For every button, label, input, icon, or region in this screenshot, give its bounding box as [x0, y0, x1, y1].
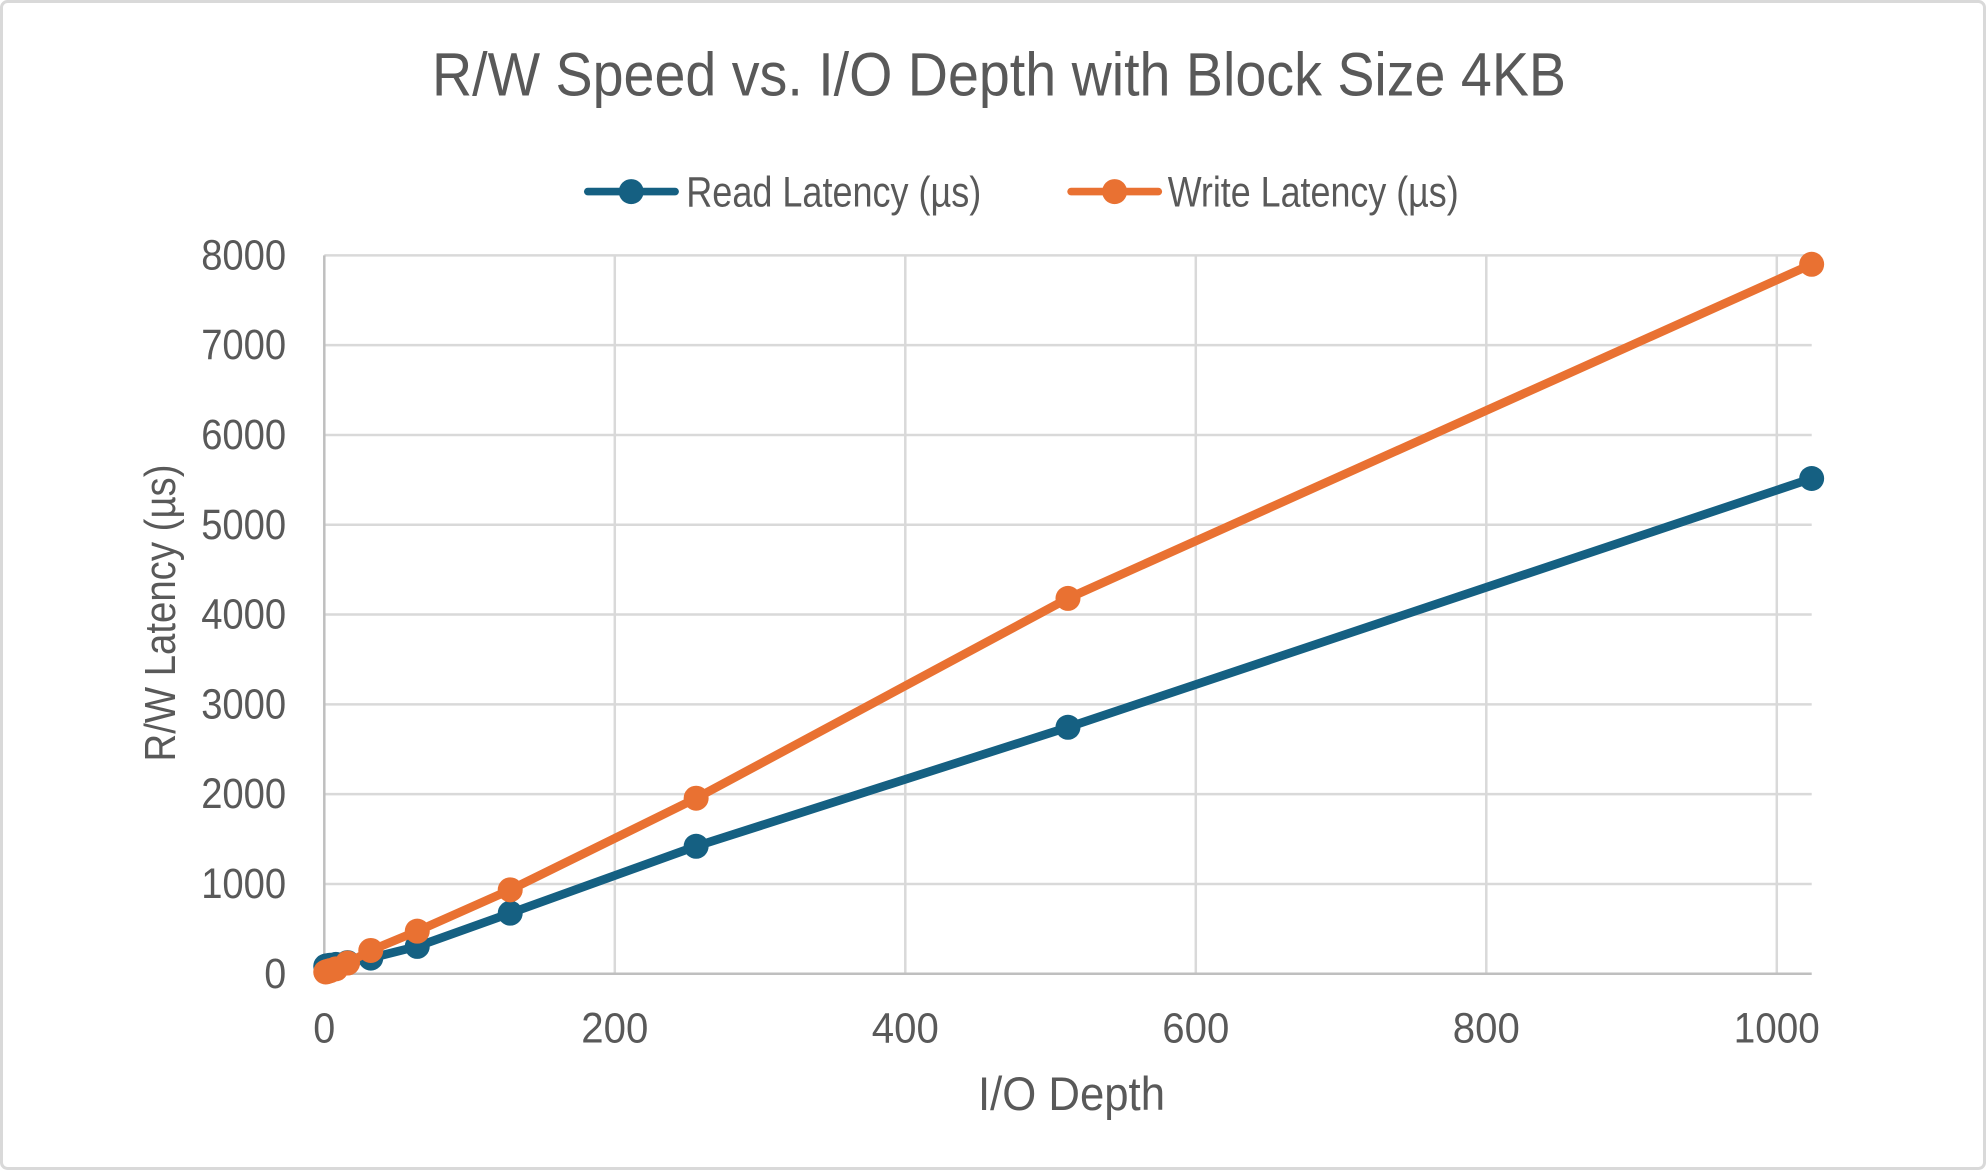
svg-text:4000: 4000 — [201, 591, 286, 639]
svg-text:3000: 3000 — [201, 680, 286, 728]
svg-text:Read Latency (µs): Read Latency (µs) — [686, 169, 981, 217]
svg-text:400: 400 — [872, 1005, 939, 1053]
svg-text:2000: 2000 — [201, 770, 286, 818]
svg-text:1000: 1000 — [201, 860, 286, 908]
svg-text:200: 200 — [581, 1005, 648, 1053]
svg-text:1000: 1000 — [1734, 1005, 1820, 1053]
svg-text:6000: 6000 — [201, 411, 286, 459]
svg-text:R/W Latency (µs): R/W Latency (µs) — [136, 465, 185, 762]
svg-text:7000: 7000 — [201, 321, 286, 369]
svg-text:600: 600 — [1162, 1005, 1229, 1053]
svg-text:800: 800 — [1453, 1005, 1520, 1053]
svg-text:5000: 5000 — [201, 501, 286, 549]
svg-text:0: 0 — [264, 950, 286, 998]
svg-text:Write Latency (µs): Write Latency (µs) — [1168, 169, 1459, 217]
svg-text:8000: 8000 — [201, 231, 286, 279]
svg-text:I/O Depth: I/O Depth — [978, 1067, 1165, 1120]
svg-text:0: 0 — [313, 1005, 335, 1053]
svg-text:R/W Speed vs. I/O Depth with B: R/W Speed vs. I/O Depth with Block Size … — [432, 41, 1566, 109]
